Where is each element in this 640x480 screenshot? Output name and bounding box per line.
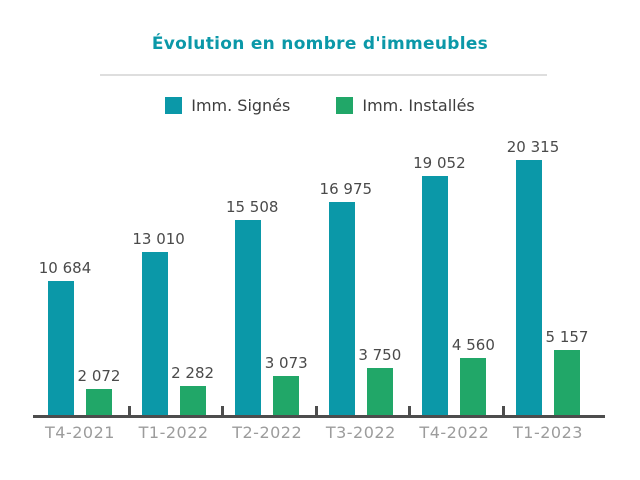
- bar-imm-installes-t4-2021: [86, 389, 112, 415]
- x-axis-tick: [314, 406, 318, 415]
- bar-imm-signes-t4-2022: [422, 176, 449, 415]
- bar-imm-signes-t2-2022: [235, 220, 262, 415]
- legend-label-imm-installes: Imm. Installés: [362, 96, 475, 115]
- legend-label-imm-signes: Imm. Signés: [191, 96, 291, 115]
- legend-swatch-imm-signes: [165, 97, 183, 114]
- bar-imm-installes-t2-2022: [273, 376, 300, 415]
- x-axis-label-t1-2022: T1-2022: [138, 423, 209, 442]
- x-axis-labels: T4-2021 T1-2022 T2-2022 T3-2022 T4-2022 T1-20…: [33, 423, 605, 447]
- x-axis-tick: [127, 406, 131, 415]
- x-axis-label-t2-2022: T2-2022: [232, 423, 303, 442]
- title-divider: [100, 74, 547, 76]
- value-label-imm-installes-t1-2022: 2 282: [171, 364, 215, 382]
- x-axis-label-t4-2022: T4-2022: [419, 423, 490, 442]
- legend-item-imm-installes: Imm. Installés: [336, 96, 475, 115]
- bar-imm-signes-t4-2021: [48, 281, 74, 415]
- bar-imm-installes-t4-2022: [460, 358, 487, 415]
- value-label-imm-installes-t4-2021: 2 072: [77, 367, 121, 385]
- bar-imm-installes-t3-2022: [366, 368, 393, 415]
- x-axis-label-t3-2022: T3-2022: [325, 423, 396, 442]
- value-label-imm-signes-t2-2022: 15 508: [225, 198, 279, 216]
- x-axis-tick: [502, 406, 505, 415]
- bar-imm-installes-t1-2022: [179, 386, 206, 415]
- plot-area: 10 684 2 072 13 010 2 282 15 508 3 073 16 975 3…: [33, 130, 605, 418]
- value-label-imm-signes-t3-2022: 16 975: [319, 180, 373, 198]
- bar-imm-signes-t3-2022: [328, 202, 355, 415]
- bar-imm-installes-t1-2023: [554, 350, 580, 415]
- value-label-imm-signes-t4-2022: 19 052: [413, 154, 466, 172]
- bar-imm-signes-t1-2022: [141, 252, 168, 415]
- legend: Imm. Signés Imm. Installés: [0, 96, 640, 115]
- value-label-imm-installes-t1-2023: 5 157: [545, 328, 589, 346]
- chart-title: Évolution en nombre d'immeubles: [151, 34, 489, 54]
- x-axis-tick: [221, 406, 225, 415]
- value-label-imm-installes-t2-2022: 3 073: [264, 354, 308, 372]
- x-axis-tick: [408, 406, 412, 415]
- legend-item-imm-signes: Imm. Signés: [165, 96, 290, 115]
- bar-imm-signes-t1-2023: [516, 160, 542, 415]
- value-label-imm-installes-t4-2022: 4 560: [451, 336, 495, 354]
- legend-swatch-imm-installes: [336, 97, 354, 114]
- value-label-imm-installes-t3-2022: 3 750: [358, 346, 402, 364]
- value-label-imm-signes-t1-2023: 20 315: [506, 138, 560, 156]
- x-axis-label-t4-2021: T4-2021: [45, 423, 115, 442]
- value-label-imm-signes-t1-2022: 13 010: [132, 230, 185, 248]
- value-label-imm-signes-t4-2021: 10 684: [38, 259, 92, 277]
- x-axis-label-t1-2023: T1-2023: [513, 423, 583, 442]
